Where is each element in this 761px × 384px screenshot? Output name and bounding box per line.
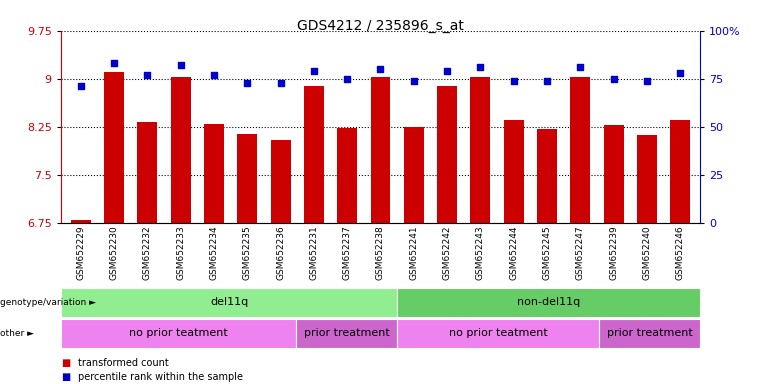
Bar xyxy=(371,78,390,223)
Point xyxy=(208,72,220,78)
Point xyxy=(374,66,387,72)
Point xyxy=(541,78,553,84)
Bar xyxy=(504,120,524,223)
Point xyxy=(307,68,320,74)
Text: no prior teatment: no prior teatment xyxy=(449,328,548,338)
Bar xyxy=(570,78,591,223)
Bar xyxy=(170,78,191,223)
Text: ■: ■ xyxy=(61,358,70,368)
Bar xyxy=(437,86,457,223)
Bar xyxy=(470,78,490,223)
Point xyxy=(641,78,653,84)
Bar xyxy=(637,135,657,223)
Point xyxy=(75,83,87,89)
Text: percentile rank within the sample: percentile rank within the sample xyxy=(78,372,243,382)
Text: other ►: other ► xyxy=(0,329,34,338)
Bar xyxy=(337,128,357,223)
Point xyxy=(474,64,486,70)
Bar xyxy=(138,122,158,223)
Text: GDS4212 / 235896_s_at: GDS4212 / 235896_s_at xyxy=(297,19,464,33)
Text: transformed count: transformed count xyxy=(78,358,168,368)
Bar xyxy=(237,134,257,223)
Bar xyxy=(670,120,690,223)
Point xyxy=(341,76,353,82)
Point xyxy=(408,78,420,84)
Point xyxy=(607,76,619,82)
Bar xyxy=(537,129,557,223)
Text: del11q: del11q xyxy=(210,297,248,308)
Point xyxy=(275,79,287,86)
Text: prior treatment: prior treatment xyxy=(607,328,693,338)
Bar xyxy=(304,86,324,223)
Point xyxy=(574,64,586,70)
Text: ■: ■ xyxy=(61,372,70,382)
Bar xyxy=(603,125,623,223)
Bar xyxy=(104,72,124,223)
Point xyxy=(674,70,686,76)
Text: genotype/variation ►: genotype/variation ► xyxy=(0,298,96,307)
Point xyxy=(508,78,520,84)
Point xyxy=(108,60,120,66)
Point xyxy=(174,62,186,68)
Point xyxy=(241,79,253,86)
Text: no prior teatment: no prior teatment xyxy=(129,328,228,338)
Bar xyxy=(271,140,291,223)
Bar xyxy=(404,127,424,223)
Bar xyxy=(204,124,224,223)
Point xyxy=(441,68,453,74)
Point xyxy=(142,72,154,78)
Text: prior treatment: prior treatment xyxy=(304,328,390,338)
Text: non-del11q: non-del11q xyxy=(517,297,581,308)
Bar xyxy=(71,220,91,223)
